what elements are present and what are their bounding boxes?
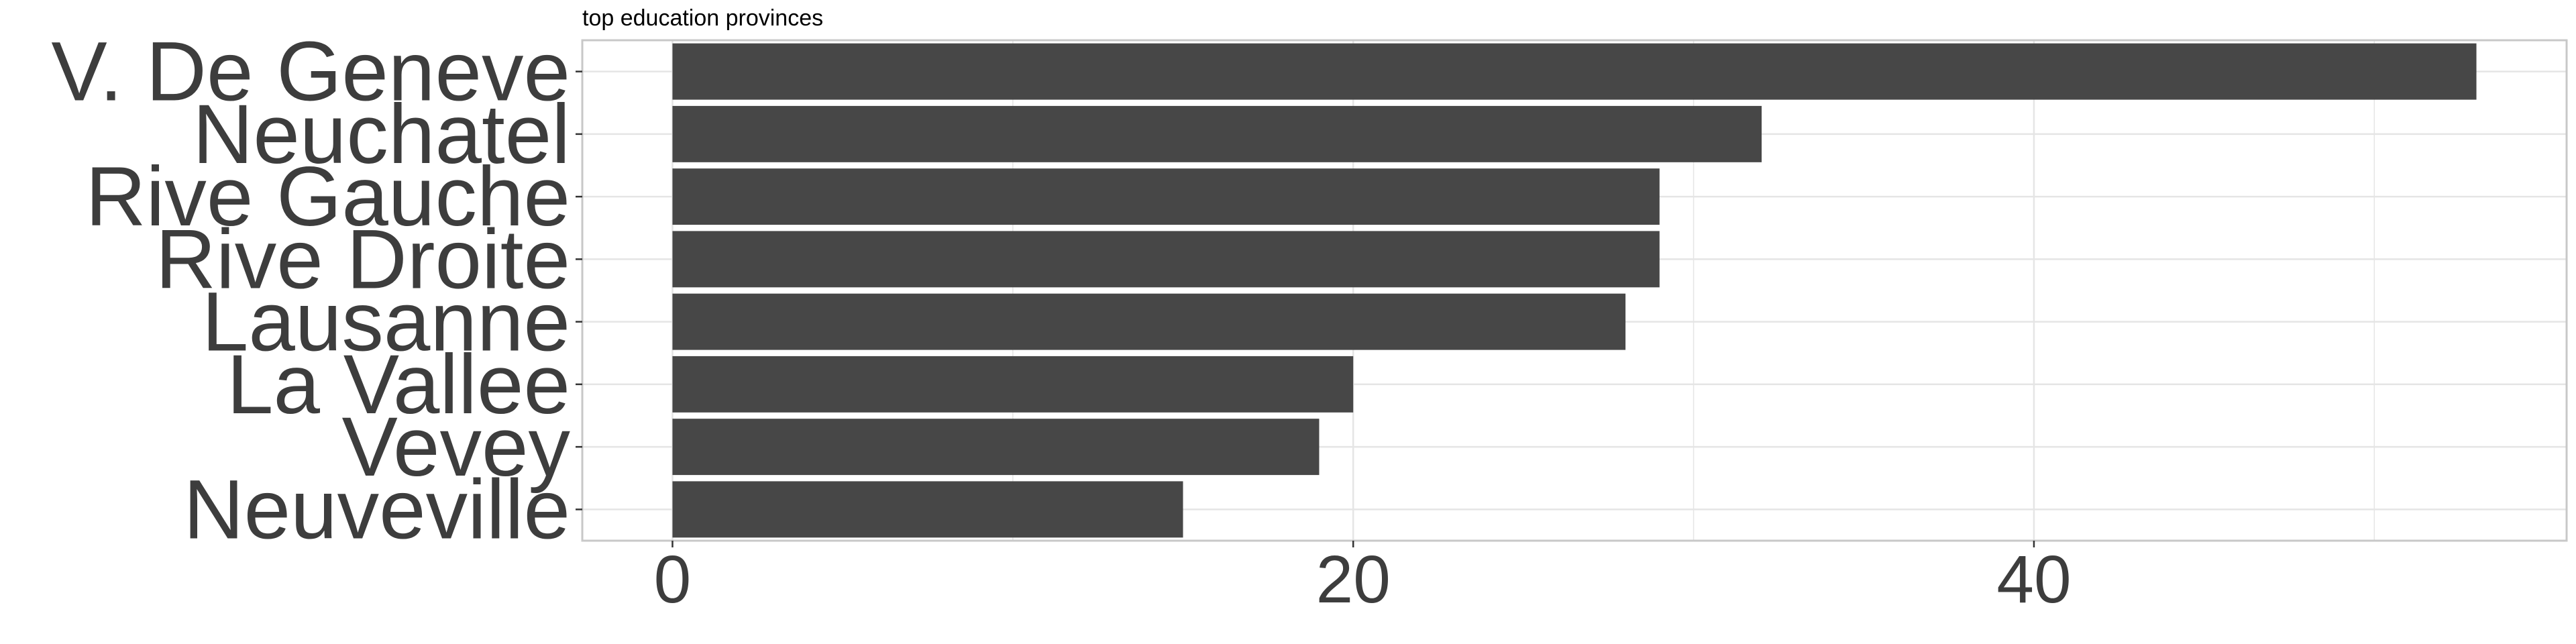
bar bbox=[672, 231, 1660, 288]
x-axis-ticks: 0 20 40 bbox=[654, 541, 2072, 617]
category-label: Lausanne bbox=[202, 276, 570, 369]
category-label: Rive Droite bbox=[156, 213, 570, 306]
bar bbox=[672, 293, 1626, 350]
bar bbox=[672, 43, 2477, 100]
bar bbox=[672, 105, 1762, 162]
x-tick-label: 0 bbox=[654, 542, 692, 617]
category-label: Neuveville bbox=[183, 463, 570, 556]
bar bbox=[672, 168, 1660, 225]
x-tick-label: 20 bbox=[1316, 542, 1391, 617]
panel-border bbox=[581, 39, 2568, 542]
bars bbox=[672, 43, 2477, 538]
bar bbox=[672, 481, 1183, 538]
bar bbox=[672, 419, 1320, 476]
chart-title: top education provinces bbox=[582, 5, 824, 31]
category-label: Neuchatel bbox=[193, 88, 570, 181]
category-label: V. De Geneve bbox=[51, 25, 570, 119]
bar bbox=[672, 356, 1354, 413]
category-label: La Vallee bbox=[227, 338, 570, 431]
category-label: Vevey bbox=[341, 400, 570, 494]
category-label: Rive Gauche bbox=[85, 150, 570, 244]
x-tick-label: 40 bbox=[1996, 542, 2071, 617]
